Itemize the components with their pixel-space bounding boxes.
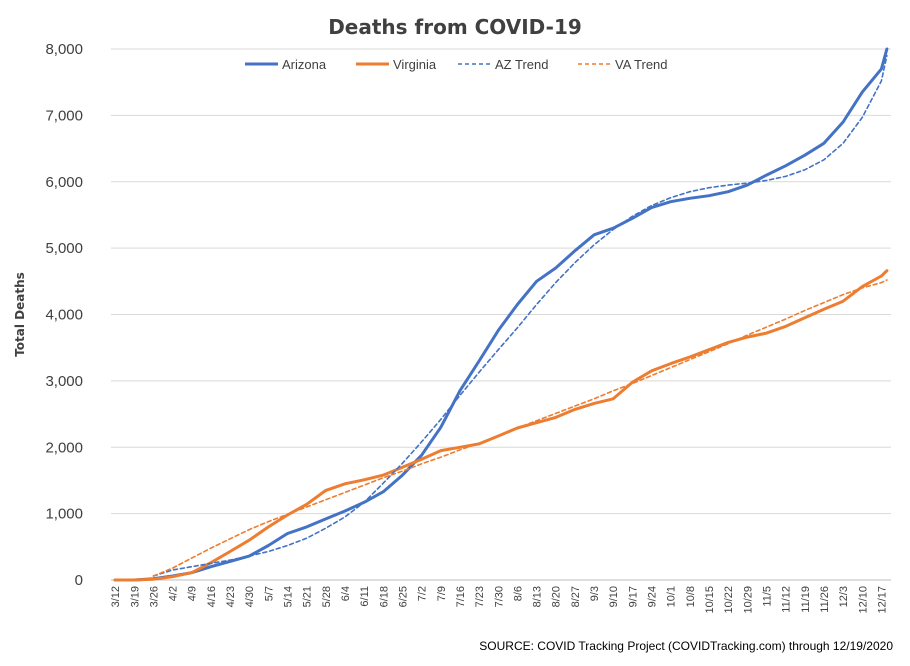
y-tick-label: 8,000	[45, 41, 83, 58]
x-tick-label: 5/14	[283, 586, 295, 607]
x-tick-label: 10/15	[704, 586, 716, 614]
x-tick-label: 5/7	[263, 586, 275, 601]
x-tick-label: 9/10	[608, 586, 620, 607]
x-tick-label: 7/16	[455, 586, 467, 607]
x-tick-label: 3/12	[110, 586, 122, 607]
y-tick-label: 0	[75, 572, 83, 589]
x-tick-label: 7/23	[474, 586, 486, 607]
x-tick-label: 6/4	[340, 586, 352, 601]
x-tick-label: 8/13	[532, 586, 544, 607]
x-tick-label: 8/20	[551, 586, 563, 607]
y-tick-label: 5,000	[45, 240, 83, 257]
x-tick-label: 3/19	[129, 586, 141, 607]
series-line-az-trend	[152, 54, 888, 577]
chart-title: Deaths from COVID-19	[328, 15, 582, 39]
x-tick-label: 11/5	[761, 586, 773, 607]
y-axis-ticks: 0 1,000 2,000 3,000 4,000 5,000 6,000 7,000 8,00…	[45, 41, 83, 589]
series-line-va-trend	[152, 279, 888, 577]
x-axis-ticks: 3/12 3/19 3/26 4/2 4/9 4/16 4/23 4/30 5/7 5/14 5/2…	[110, 586, 888, 614]
x-tick-label: 3/26	[148, 586, 160, 607]
series-lines	[113, 47, 889, 582]
legend-label: Arizona	[282, 57, 327, 72]
x-tick-label: 4/23	[225, 586, 237, 607]
y-tick-label: 1,000	[45, 506, 83, 523]
x-tick-label: 10/22	[723, 586, 735, 614]
y-tick-label: 4,000	[45, 307, 83, 324]
y-tick-label: 3,000	[45, 373, 83, 390]
legend-label: Virginia	[393, 57, 437, 72]
y-tick-label: 6,000	[45, 174, 83, 191]
x-tick-label: 5/21	[302, 586, 314, 607]
y-tick-label: 7,000	[45, 107, 83, 124]
gridlines	[111, 48, 891, 581]
source-note: SOURCE: COVID Tracking Project (COVIDTra…	[479, 639, 893, 653]
x-tick-label: 4/9	[187, 586, 199, 601]
x-tick-label: 8/6	[512, 586, 524, 601]
x-tick-label: 8/27	[570, 586, 582, 607]
x-tick-label: 4/16	[206, 586, 218, 607]
x-tick-label: 4/2	[168, 586, 180, 601]
legend-label: AZ Trend	[495, 57, 548, 72]
y-axis-label: Total Deaths	[13, 272, 27, 357]
x-tick-label: 9/3	[589, 586, 601, 601]
x-tick-label: 6/18	[378, 586, 390, 607]
x-tick-label: 9/24	[647, 586, 659, 607]
series-line-virginia	[113, 269, 889, 582]
x-tick-label: 10/1	[666, 586, 678, 607]
x-tick-label: 12/17	[876, 586, 888, 614]
x-tick-label: 12/3	[838, 586, 850, 607]
x-tick-label: 5/28	[321, 586, 333, 607]
x-tick-label: 4/30	[244, 586, 256, 607]
legend: Arizona Virginia AZ Trend VA Trend	[245, 57, 668, 72]
x-tick-label: 9/17	[627, 586, 639, 607]
x-tick-label: 6/25	[397, 586, 409, 607]
legend-label: VA Trend	[615, 57, 668, 72]
x-tick-label: 7/9	[436, 586, 448, 601]
x-tick-label: 11/12	[781, 586, 793, 613]
x-tick-label: 7/30	[493, 586, 505, 607]
x-tick-label: 11/26	[819, 586, 831, 613]
x-tick-label: 10/29	[742, 586, 754, 614]
y-tick-label: 2,000	[45, 439, 83, 456]
x-tick-label: 7/2	[417, 586, 429, 601]
x-tick-label: 6/11	[359, 586, 371, 607]
x-tick-label: 12/10	[857, 586, 869, 614]
x-tick-label: 10/8	[685, 586, 697, 607]
x-tick-label: 11/19	[800, 586, 812, 613]
